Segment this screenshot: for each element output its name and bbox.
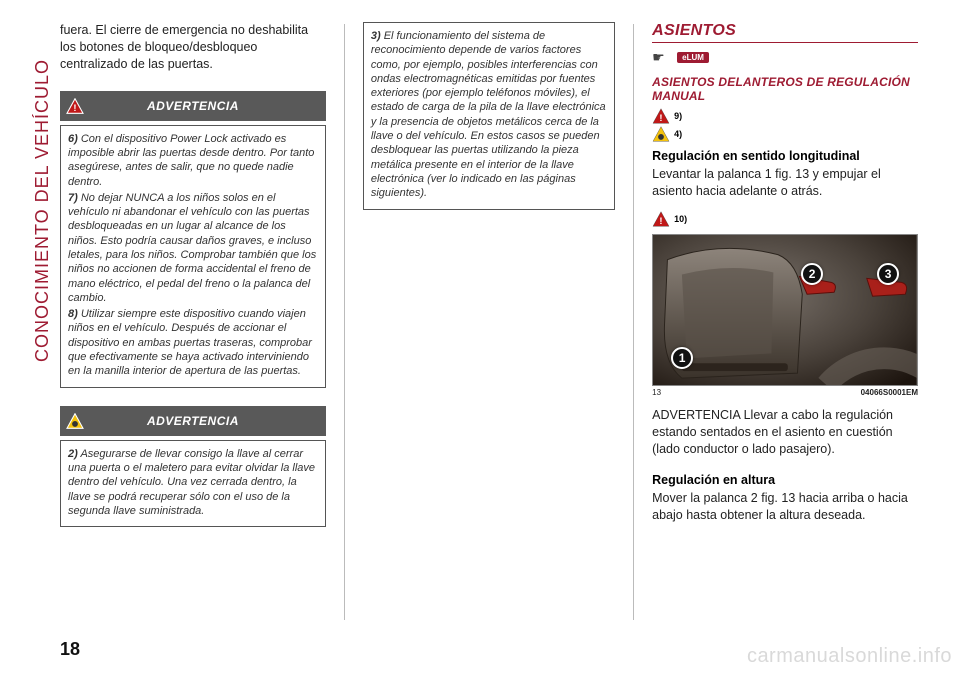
column-2: 3) El funcionamiento del sistema de reco… [363,22,615,640]
page-columns: fuera. El cierre de emergencia no deshab… [60,22,918,640]
warn-text: No dejar NUNCA a los niños solos en el v… [68,192,316,304]
warn-text: El funcionamiento del sistema de reconoc… [371,30,606,199]
body-text: ADVERTENCIA Llevar a cabo la regulación … [652,407,918,458]
page-number: 18 [60,639,80,660]
warning-triangle-yellow-icon [652,126,670,142]
elum-row: ☛ eLUM [652,49,918,67]
warning-bar-red: ! ADVERTENCIA [60,91,326,121]
warn-text: Utilizar siempre este dispositivo cuando… [68,308,312,377]
warn-num: 3) [371,30,381,42]
figure-code: 04066S0001EM [861,388,918,397]
warning-triangle-red-icon: ! [652,211,670,227]
warn-num: 7) [68,192,78,204]
warning-label: ADVERTENCIA [90,414,326,428]
inline-warning-red: ! 10) [652,211,918,227]
inline-warn-num: 9) [674,111,682,121]
section-side-heading: CONOCIMIENTO DEL VEHÍCULO [28,22,56,362]
warning-bar-yellow: ADVERTENCIA [60,406,326,436]
body-text: Levantar la palanca 1 fig. 13 y empujar … [652,166,918,200]
warning-box-yellow: 2) Asegurarse de llevar consigo la llave… [60,440,326,527]
warn-num: 8) [68,308,78,320]
inline-warn-num: 10) [674,214,687,224]
column-divider [344,24,345,620]
elum-badge: eLUM [677,52,709,63]
column-1: fuera. El cierre de emergencia no deshab… [60,22,326,640]
figure-badge-3: 3 [877,263,899,285]
subsection-title: ASIENTOS DELANTEROS DE REGULACIÓN MANUAL [652,75,918,103]
figure-badge-1: 1 [671,347,693,369]
paragraph-heading: Regulación en altura [652,473,918,487]
watermark: carmanualsonline.info [747,645,952,668]
paragraph-heading: Regulación en sentido longitudinal [652,149,918,163]
col1-intro: fuera. El cierre de emergencia no deshab… [60,22,326,73]
warning-box-red: 6) Con el dispositivo Power Lock activad… [60,125,326,388]
inline-warning-yellow: 4) [652,126,918,142]
body-text: Mover la palanca 2 fig. 13 hacia arriba … [652,490,918,524]
svg-text:!: ! [73,103,76,114]
column-divider [633,24,634,620]
warning-triangle-yellow-icon [60,406,90,436]
figure-number: 13 [652,388,661,397]
warning-triangle-red-icon: ! [652,108,670,124]
warn-text: Con el dispositivo Power Lock activado e… [68,133,314,188]
warning-label: ADVERTENCIA [90,99,326,113]
section-title: ASIENTOS [652,22,918,43]
figure-caption: 13 04066S0001EM [652,388,918,397]
warn-num: 2) [68,448,78,460]
pointer-icon: ☛ [652,49,665,66]
svg-text:!: ! [660,216,663,227]
inline-warning-red: ! 9) [652,108,918,124]
warn-text: Asegurarse de llevar consigo la llave al… [68,448,315,517]
figure-badge-2: 2 [801,263,823,285]
inline-warn-num: 4) [674,129,682,139]
column-3: ASIENTOS ☛ eLUM ASIENTOS DELANTEROS DE R… [652,22,918,640]
info-box: 3) El funcionamiento del sistema de reco… [363,22,615,210]
warn-num: 6) [68,133,78,145]
seat-figure: 1 2 3 [652,234,918,386]
warning-triangle-red-icon: ! [60,91,90,121]
side-heading-text: CONOCIMIENTO DEL VEHÍCULO [32,59,53,362]
svg-text:!: ! [660,113,663,124]
title-text: ASIENTOS [652,22,736,39]
